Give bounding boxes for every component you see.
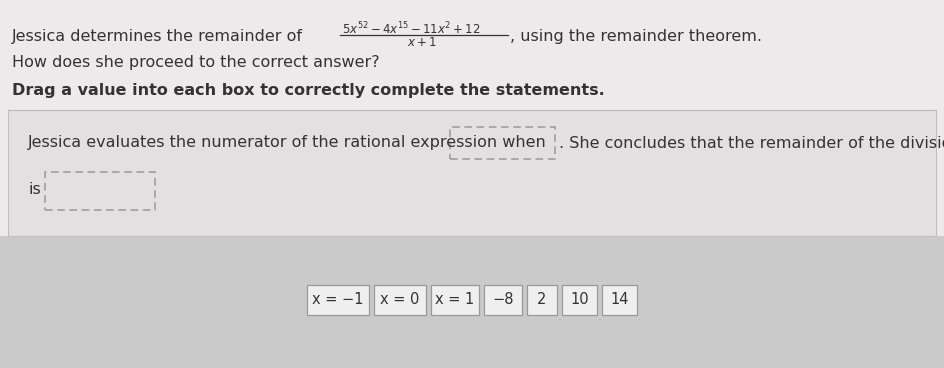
Text: x = 0: x = 0 <box>380 293 420 308</box>
FancyBboxPatch shape <box>527 285 557 315</box>
Text: , using the remainder theorem.: , using the remainder theorem. <box>510 28 762 43</box>
Text: Jessica determines the remainder of: Jessica determines the remainder of <box>12 28 303 43</box>
FancyBboxPatch shape <box>307 285 369 315</box>
FancyBboxPatch shape <box>45 172 155 210</box>
Text: x = −1: x = −1 <box>312 293 363 308</box>
Text: 10: 10 <box>570 293 589 308</box>
FancyBboxPatch shape <box>602 285 637 315</box>
Text: Drag a value into each box to correctly complete the statements.: Drag a value into each box to correctly … <box>12 82 605 98</box>
Text: 2: 2 <box>537 293 547 308</box>
Text: How does she proceed to the correct answer?: How does she proceed to the correct answ… <box>12 56 379 71</box>
FancyBboxPatch shape <box>450 127 555 159</box>
FancyBboxPatch shape <box>374 285 426 315</box>
FancyBboxPatch shape <box>431 285 479 315</box>
FancyBboxPatch shape <box>562 285 597 315</box>
Text: $5x^{52}-4x^{15}-11x^{2}+12$: $5x^{52}-4x^{15}-11x^{2}+12$ <box>342 21 480 37</box>
FancyBboxPatch shape <box>0 0 944 238</box>
Text: −8: −8 <box>492 293 514 308</box>
Text: is: is <box>28 183 41 198</box>
Text: x = 1: x = 1 <box>435 293 475 308</box>
Text: 14: 14 <box>610 293 629 308</box>
FancyBboxPatch shape <box>0 236 944 368</box>
Text: . She concludes that the remainder of the division: . She concludes that the remainder of th… <box>559 135 944 151</box>
FancyBboxPatch shape <box>484 285 522 315</box>
FancyBboxPatch shape <box>8 110 936 236</box>
Text: Jessica evaluates the numerator of the rational expression when: Jessica evaluates the numerator of the r… <box>28 135 547 151</box>
Text: $x+1$: $x+1$ <box>407 35 437 49</box>
